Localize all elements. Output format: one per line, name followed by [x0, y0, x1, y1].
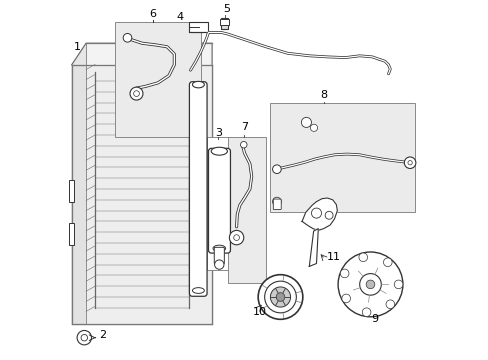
- Bar: [221, 18, 228, 29]
- Circle shape: [383, 258, 391, 267]
- Bar: [188, 22, 208, 32]
- Circle shape: [130, 87, 142, 100]
- Text: 3: 3: [214, 127, 221, 138]
- Circle shape: [325, 211, 332, 219]
- Circle shape: [301, 117, 311, 127]
- Bar: [115, 22, 201, 137]
- Circle shape: [123, 33, 132, 42]
- Text: 10: 10: [252, 307, 266, 317]
- Circle shape: [337, 252, 402, 317]
- Circle shape: [393, 280, 402, 289]
- Bar: [72, 65, 212, 324]
- Polygon shape: [309, 229, 318, 266]
- Circle shape: [276, 293, 284, 301]
- Polygon shape: [86, 43, 212, 324]
- Text: 8: 8: [320, 90, 326, 100]
- Text: 7: 7: [241, 122, 247, 132]
- Circle shape: [404, 157, 415, 168]
- Circle shape: [233, 235, 239, 240]
- Circle shape: [407, 161, 411, 165]
- Text: 5: 5: [223, 4, 229, 14]
- Circle shape: [214, 260, 224, 269]
- Bar: [269, 103, 415, 212]
- FancyBboxPatch shape: [208, 148, 230, 253]
- Bar: [220, 19, 229, 25]
- Text: 9: 9: [370, 314, 378, 324]
- Circle shape: [270, 287, 290, 307]
- Ellipse shape: [211, 147, 227, 155]
- Ellipse shape: [213, 245, 225, 252]
- Circle shape: [385, 300, 394, 309]
- Ellipse shape: [192, 81, 204, 88]
- Circle shape: [81, 334, 87, 341]
- Bar: [206, 137, 236, 270]
- Text: 2: 2: [99, 330, 106, 340]
- Circle shape: [229, 230, 244, 245]
- Circle shape: [272, 165, 281, 174]
- Circle shape: [311, 208, 321, 218]
- Polygon shape: [302, 198, 337, 230]
- Circle shape: [359, 274, 381, 295]
- Circle shape: [264, 281, 296, 313]
- Circle shape: [366, 280, 374, 289]
- Bar: [228, 137, 265, 283]
- Circle shape: [341, 294, 350, 303]
- Circle shape: [240, 141, 246, 148]
- Text: 6: 6: [149, 9, 156, 19]
- Bar: [69, 180, 74, 202]
- FancyBboxPatch shape: [189, 82, 206, 296]
- Bar: [69, 223, 74, 245]
- Text: 1: 1: [73, 42, 81, 52]
- FancyBboxPatch shape: [214, 247, 224, 264]
- Polygon shape: [72, 43, 86, 324]
- Text: 11: 11: [326, 252, 340, 262]
- Circle shape: [133, 91, 139, 96]
- Circle shape: [310, 124, 317, 131]
- Circle shape: [358, 253, 367, 262]
- Circle shape: [258, 275, 302, 319]
- FancyBboxPatch shape: [273, 199, 281, 210]
- Circle shape: [362, 308, 370, 316]
- Circle shape: [77, 330, 91, 345]
- Circle shape: [340, 269, 348, 278]
- Text: 4: 4: [176, 12, 183, 22]
- Ellipse shape: [192, 288, 204, 293]
- Circle shape: [272, 197, 281, 206]
